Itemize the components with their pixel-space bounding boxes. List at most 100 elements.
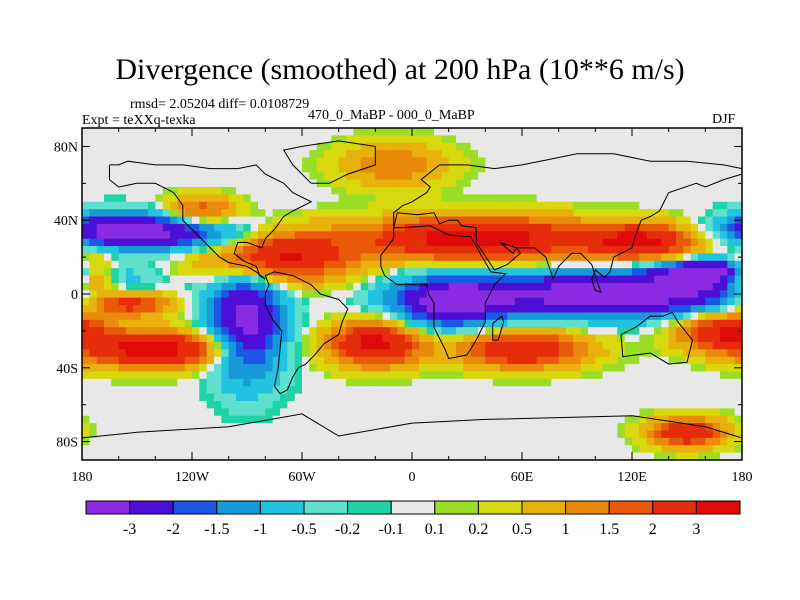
field-cell xyxy=(118,150,127,159)
field-cell xyxy=(280,364,288,373)
field-cell xyxy=(602,179,611,188)
field-cell xyxy=(214,378,222,387)
field-cell xyxy=(536,319,545,328)
field-cell xyxy=(382,128,391,136)
field-cell xyxy=(140,231,149,240)
field-cell xyxy=(536,305,545,314)
field-cell xyxy=(397,179,406,188)
field-cell xyxy=(478,378,486,387)
field-cell xyxy=(236,187,244,195)
field-cell xyxy=(573,319,582,328)
field-cell xyxy=(705,430,714,439)
field-cell xyxy=(536,260,545,269)
field-cell xyxy=(602,260,611,269)
field-cell xyxy=(324,371,332,380)
field-cell xyxy=(309,378,318,387)
field-cell xyxy=(654,378,662,387)
field-cell xyxy=(331,275,340,284)
field-cell xyxy=(382,341,391,350)
field-cell xyxy=(96,142,105,151)
field-cell xyxy=(162,371,171,380)
field-cell xyxy=(617,290,626,299)
field-cell xyxy=(206,445,215,454)
field-cell xyxy=(177,282,186,291)
field-cell xyxy=(338,386,347,395)
field-cell xyxy=(668,172,677,181)
field-cell xyxy=(478,364,486,373)
field-cell xyxy=(280,194,288,203)
field-cell xyxy=(617,275,626,284)
field-cell xyxy=(690,150,699,159)
field-cell xyxy=(250,371,259,380)
field-cell xyxy=(346,437,354,446)
field-cell xyxy=(580,356,589,365)
field-cell xyxy=(353,400,362,409)
field-cell xyxy=(588,319,596,328)
colorbar-swatch xyxy=(216,500,261,515)
field-cell xyxy=(419,253,428,262)
field-cell xyxy=(602,142,611,151)
field-cell xyxy=(82,238,90,247)
field-cell xyxy=(434,282,442,291)
field-cell xyxy=(199,135,208,144)
field-cell xyxy=(368,393,376,402)
field-cell xyxy=(294,445,303,454)
field-cell xyxy=(192,275,200,284)
field-cell xyxy=(544,253,552,262)
field-cell xyxy=(258,423,266,432)
field-cell xyxy=(588,201,596,210)
field-cell xyxy=(184,290,193,299)
field-cell xyxy=(133,246,142,255)
field-cell xyxy=(668,179,677,188)
field-cell xyxy=(280,246,288,255)
field-cell xyxy=(192,201,200,210)
x-tick-label: 180 xyxy=(732,470,753,485)
field-cell xyxy=(705,327,714,336)
field-cell xyxy=(514,150,523,159)
field-cell xyxy=(155,430,164,439)
field-cell xyxy=(155,253,164,262)
field-cell xyxy=(566,349,574,358)
field-cell xyxy=(265,334,274,343)
field-cell xyxy=(346,393,354,402)
field-cell xyxy=(404,334,413,343)
field-cell xyxy=(250,297,259,306)
field-cell xyxy=(236,157,244,166)
field-cell xyxy=(588,305,596,314)
field-cell xyxy=(522,297,530,306)
field-cell xyxy=(463,157,472,166)
field-cell xyxy=(522,349,530,358)
field-cell xyxy=(507,341,516,350)
field-cell xyxy=(111,157,120,166)
field-cell xyxy=(419,341,428,350)
field-cell xyxy=(463,327,472,336)
field-cell xyxy=(140,356,149,365)
field-cell xyxy=(617,364,626,373)
field-cell xyxy=(448,135,457,144)
field-cell xyxy=(155,378,164,387)
field-cell xyxy=(302,282,310,291)
coastlines xyxy=(82,140,742,439)
field-cell xyxy=(522,378,530,387)
field-cell xyxy=(111,415,120,424)
field-cell xyxy=(478,437,486,446)
field-cell xyxy=(280,312,288,321)
field-cell xyxy=(470,209,479,218)
field-cell xyxy=(463,371,472,380)
field-cell xyxy=(316,305,325,314)
field-cell xyxy=(676,187,684,195)
field-cell xyxy=(199,157,208,166)
field-cell xyxy=(228,356,237,365)
field-cell xyxy=(360,238,369,247)
field-cell xyxy=(243,400,252,409)
field-cell xyxy=(82,297,90,306)
field-cell xyxy=(133,408,142,417)
field-cell xyxy=(390,327,398,336)
field-cell xyxy=(551,172,560,181)
field-cell xyxy=(463,297,472,306)
field-cell xyxy=(177,437,186,446)
colorbar-label: 1 xyxy=(562,521,570,538)
field-cell xyxy=(602,128,611,136)
field-cell xyxy=(89,356,98,365)
field-cell xyxy=(162,400,171,409)
